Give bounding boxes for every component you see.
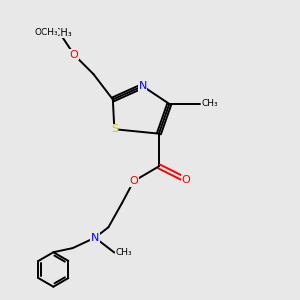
- Text: OCH₃: OCH₃: [46, 28, 72, 38]
- Text: CH₃: CH₃: [116, 248, 132, 257]
- Text: S: S: [111, 124, 118, 134]
- Text: N: N: [91, 233, 99, 243]
- Text: O: O: [129, 176, 138, 186]
- Text: OCH₃: OCH₃: [34, 28, 58, 37]
- Text: CH₃: CH₃: [201, 99, 218, 108]
- Text: O: O: [181, 175, 190, 185]
- Text: N: N: [138, 81, 147, 91]
- Text: O: O: [70, 50, 79, 60]
